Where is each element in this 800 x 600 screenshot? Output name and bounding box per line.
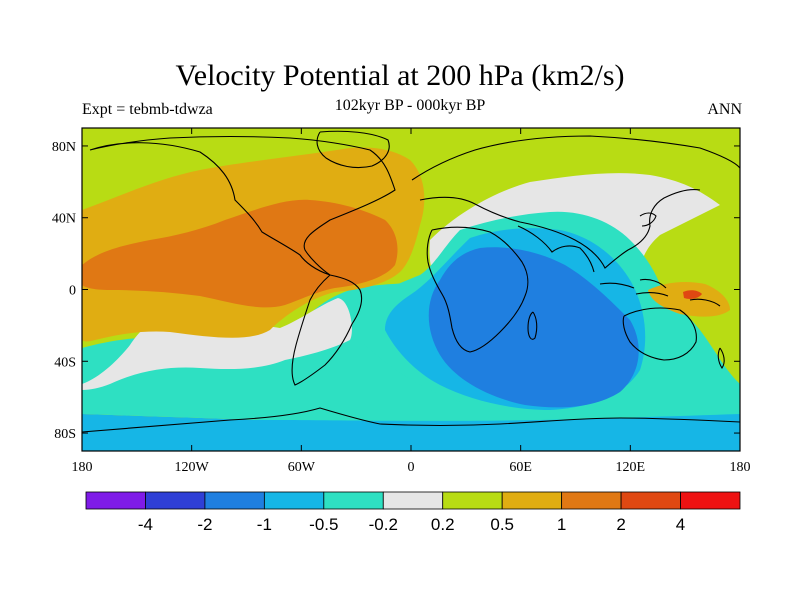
colorbar-swatch (382, 491, 444, 510)
period-label: 102kyr BP - 000kyr BP (334, 97, 486, 114)
coastline-arabia-india (517, 225, 595, 273)
lat-tick-label: 40N (52, 212, 76, 227)
coastline-australia (622, 307, 697, 361)
lon-tick-label: 180 (730, 460, 751, 475)
axis-ticks: 180 120W 60W 0 60E 120E 180 80N 40N 0 40S 80S (52, 128, 751, 475)
colorbar-label: -2 (197, 515, 212, 534)
colorbar-swatch (442, 491, 503, 510)
colorbar-swatch (620, 491, 681, 510)
lat-tick-label: 40S (54, 355, 76, 370)
colorbar-swatch (263, 491, 325, 510)
colorbar-label: -0.2 (369, 515, 398, 534)
lat-tick-label: 0 (69, 284, 76, 299)
colorbar-swatch (204, 491, 265, 510)
season-label: ANN (707, 101, 742, 118)
colorbar-swatch (501, 491, 563, 510)
colorbar-label: -0.5 (309, 515, 338, 534)
lon-tick-label: 60E (509, 460, 532, 475)
coastline-madagascar (527, 311, 538, 340)
lon-tick-label: 60W (288, 460, 316, 475)
coastline-south-america (291, 274, 363, 386)
experiment-label: Expt = tebmb-tdwza (82, 101, 213, 118)
colorbar-label: 0.5 (490, 515, 514, 534)
colorbar-label: -1 (257, 515, 272, 534)
coastline-new-zealand (717, 347, 725, 369)
lon-tick-label: 120W (175, 460, 210, 475)
coastline-antarctica (82, 407, 740, 433)
coastline-africa (426, 226, 529, 353)
plot-title: Velocity Potential at 200 hPa (km2/s) (175, 59, 625, 92)
southeast-pacific-neutral-band (82, 298, 352, 390)
lon-tick-label: 120E (616, 460, 646, 475)
west-pacific-strong-positive-spot (683, 290, 702, 299)
colorbar-swatch (145, 491, 206, 510)
colorbar-swatch (680, 491, 741, 510)
colorbar-label: 2 (616, 515, 625, 534)
colorbar-label: -4 (138, 515, 153, 534)
lon-tick-label: 180 (72, 460, 93, 475)
colorbar: -4 -2 -1 -0.5 -0.2 0.2 0.5 1 2 4 (85, 491, 741, 534)
lon-tick-label: 0 (408, 460, 415, 475)
colorbar-swatch (323, 491, 384, 510)
colorbar-label: 0.2 (431, 515, 455, 534)
coastline-maritime-continent (599, 278, 721, 307)
tropical-atlantic-strong-positive-core (82, 199, 398, 308)
coastline-north-america (89, 135, 396, 276)
coastline-eurasia (411, 135, 740, 269)
colorbar-swatch (85, 491, 146, 510)
coastline-greenland (316, 130, 390, 169)
colorbar-swatch (561, 491, 622, 510)
coastline-japan (639, 212, 657, 227)
lat-tick-label: 80S (54, 427, 76, 442)
colorbar-label: 1 (557, 515, 566, 534)
map-field (82, 128, 740, 451)
indian-ocean-negative-core (428, 247, 639, 408)
coastlines (82, 130, 740, 433)
colorbar-label: 4 (676, 515, 685, 534)
lat-tick-label: 80N (52, 140, 76, 155)
